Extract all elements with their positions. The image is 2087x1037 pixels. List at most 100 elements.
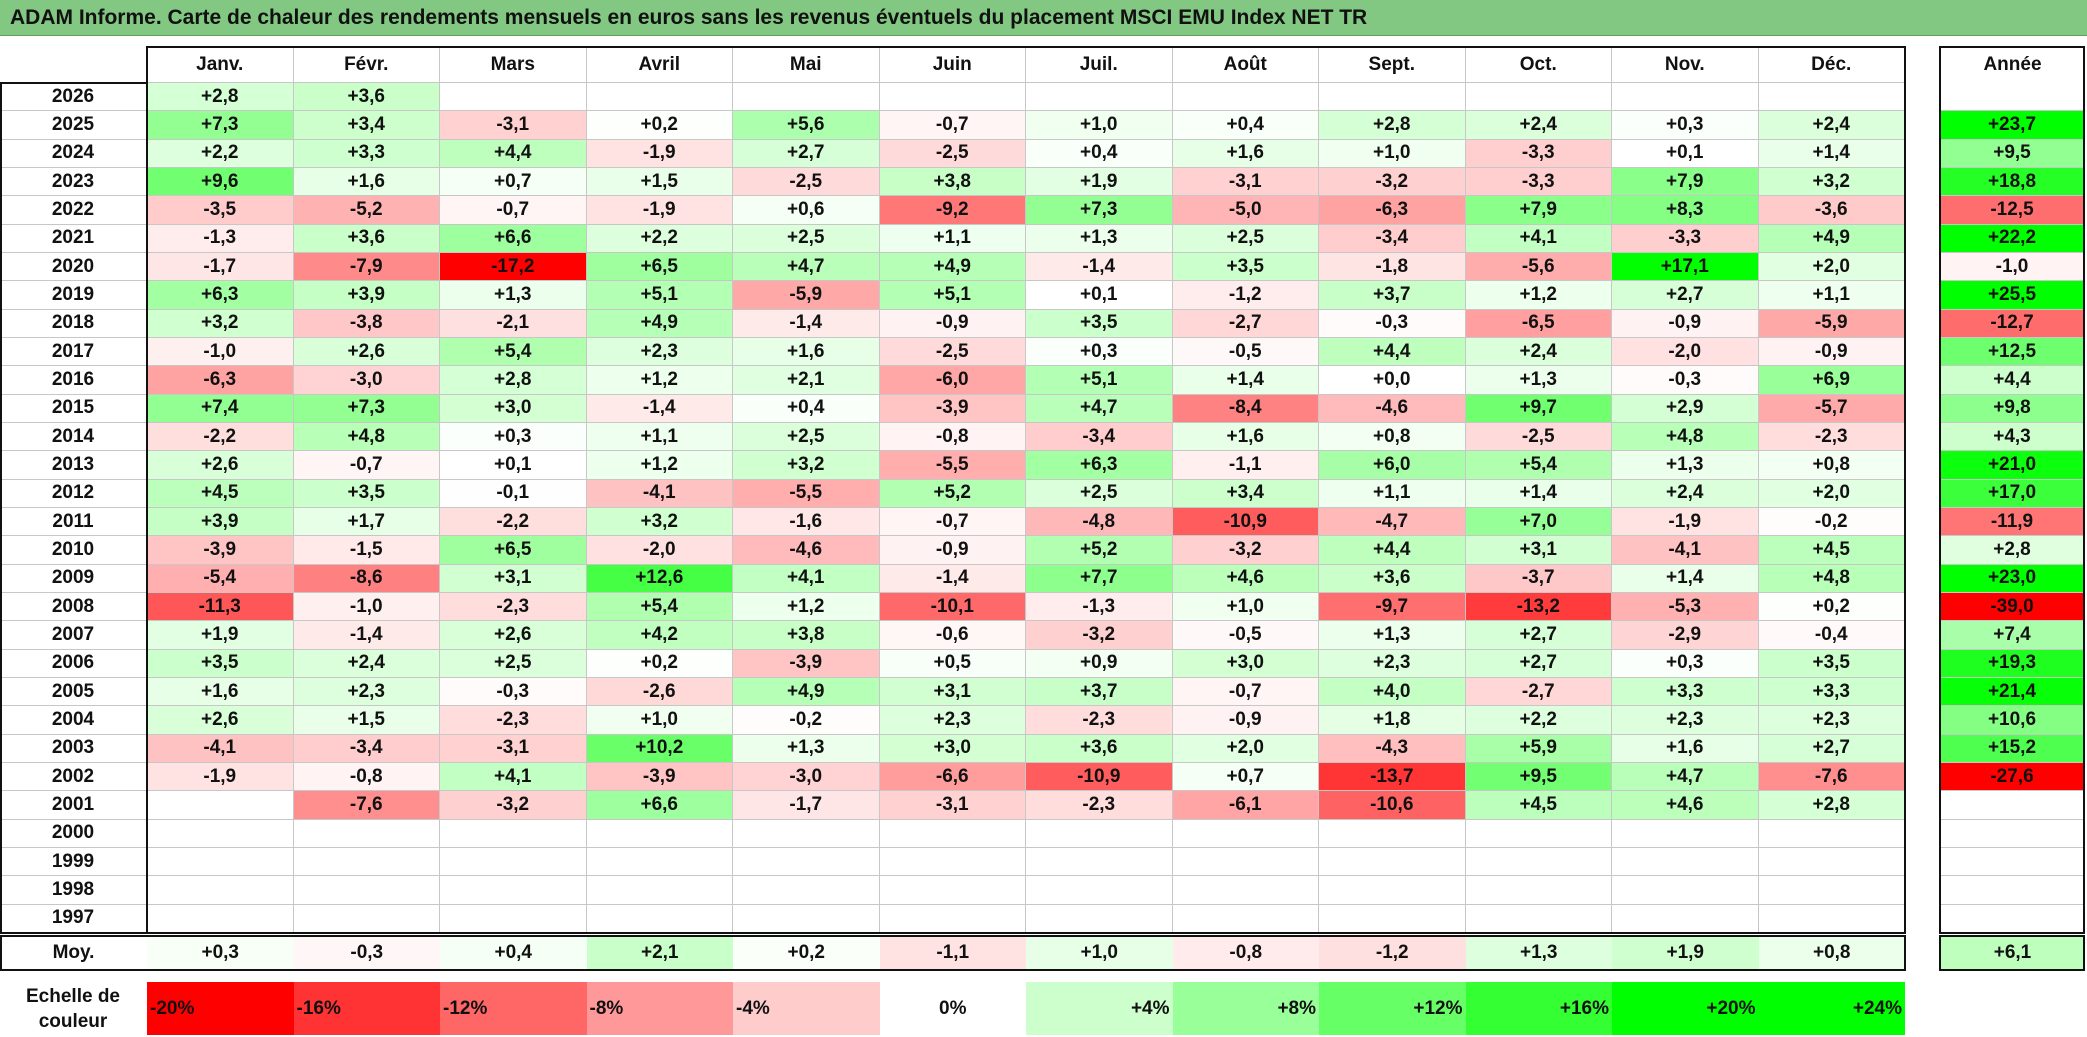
- year-label: 2000: [0, 819, 147, 848]
- heatmap-cell: -9,7: [1319, 592, 1466, 622]
- heatmap-cell: +1,3: [1612, 451, 1759, 480]
- average-cell: +0,2: [733, 937, 880, 969]
- annual-cell: -12,7: [1940, 309, 2085, 338]
- heatmap-cell: +4,0: [1319, 677, 1466, 707]
- average-cell: +1,9: [1612, 937, 1759, 969]
- heatmap-cell: [1172, 819, 1319, 848]
- heatmap-cell: +1,0: [1319, 139, 1466, 168]
- heatmap-cell: -6,3: [147, 366, 294, 395]
- heatmap-cell: [733, 876, 880, 905]
- heatmap-cell: -3,1: [440, 734, 587, 763]
- heatmap-cell: -10,1: [879, 592, 1026, 622]
- year-label: 2011: [0, 507, 147, 537]
- heatmap-cell: +1,6: [147, 677, 294, 707]
- heatmap-cell: +4,9: [733, 677, 880, 707]
- year-label: 1998: [0, 876, 147, 905]
- heatmap-cell: +1,3: [1319, 621, 1466, 650]
- heatmap-cell: +1,6: [1172, 422, 1319, 452]
- heatmap-cell: +2,0: [1758, 479, 1905, 508]
- heatmap-cell: +2,9: [1612, 394, 1759, 423]
- heatmap-cell: +2,3: [586, 337, 733, 367]
- heatmap-cell: +1,9: [1026, 167, 1173, 197]
- annual-cell: [1940, 819, 2085, 848]
- color-scale-swatch: +12%: [1319, 982, 1466, 1035]
- heatmap-cell: +3,8: [733, 621, 880, 650]
- heatmap-cell: +2,8: [440, 366, 587, 395]
- heatmap-cell: -0,3: [1612, 366, 1759, 395]
- heatmap-cell: +5,1: [586, 281, 733, 310]
- heatmap-cell: +0,1: [1026, 281, 1173, 310]
- heatmap-cell: -3,8: [293, 309, 440, 338]
- annual-cell: +18,8: [1940, 167, 2085, 197]
- heatmap-cell: +3,6: [1319, 564, 1466, 593]
- heatmap-cell: +7,4: [147, 394, 294, 423]
- heatmap-cell: -0,8: [293, 762, 440, 792]
- heatmap-cell: +4,7: [1612, 762, 1759, 792]
- heatmap-cell: +7,7: [1026, 564, 1173, 593]
- year-label: 2017: [0, 337, 147, 367]
- year-label: 2004: [0, 706, 147, 735]
- heatmap-cell: +1,4: [1172, 366, 1319, 395]
- heatmap-cell: -4,1: [147, 734, 294, 763]
- heatmap-cell: +2,6: [147, 706, 294, 735]
- heatmap-cell: +5,6: [733, 111, 880, 140]
- heatmap-cell: -4,8: [1026, 507, 1173, 537]
- heatmap-cell: -3,9: [879, 394, 1026, 423]
- heatmap-cell: +3,3: [1758, 677, 1905, 707]
- heatmap-cell: [733, 904, 880, 933]
- heatmap-cell: -0,7: [440, 196, 587, 225]
- heatmap-cell: +4,7: [733, 252, 880, 282]
- annual-cell: [1940, 791, 2085, 820]
- heatmap-cell: +1,1: [1758, 281, 1905, 310]
- heatmap-cell: +3,1: [1465, 536, 1612, 565]
- heatmap-cell: [293, 904, 440, 933]
- heatmap-cell: -0,7: [879, 507, 1026, 537]
- heatmap-cell: -1,9: [586, 196, 733, 225]
- annual-cell: +19,3: [1940, 649, 2085, 678]
- annual-cell: +23,0: [1940, 564, 2085, 593]
- heatmap-cell: -10,6: [1319, 791, 1466, 820]
- month-header: Juin: [879, 47, 1026, 83]
- heatmap-cell: +0,1: [1612, 139, 1759, 168]
- heatmap-cell: +1,3: [1026, 224, 1173, 253]
- heatmap-cell: -2,3: [1026, 706, 1173, 735]
- heatmap-cell: -17,2: [440, 252, 587, 282]
- heatmap-cell: -3,3: [1465, 139, 1612, 168]
- heatmap-cell: -1,4: [293, 621, 440, 650]
- month-header: Janv.: [147, 47, 294, 83]
- annual-cell: +17,0: [1940, 479, 2085, 508]
- heatmap-cell: [1612, 904, 1759, 933]
- annual-cell: +10,6: [1940, 706, 2085, 735]
- heatmap-cell: +10,2: [586, 734, 733, 763]
- heatmap-cell: [879, 904, 1026, 933]
- year-label: 2025: [0, 111, 147, 140]
- heatmap-cell: +6,6: [440, 224, 587, 253]
- heatmap-cell: +2,6: [147, 451, 294, 480]
- heatmap-cell: +3,6: [293, 83, 440, 112]
- heatmap-cell: +9,7: [1465, 394, 1612, 423]
- average-cell: +0,4: [440, 937, 587, 969]
- heatmap-cell: +4,5: [147, 479, 294, 508]
- heatmap-cell: +9,5: [1465, 762, 1612, 792]
- heatmap-cell: +1,4: [1612, 564, 1759, 593]
- average-cell: +0,8: [1758, 937, 1905, 969]
- heatmap-cell: +6,9: [1758, 366, 1905, 395]
- year-label: 2003: [0, 734, 147, 763]
- heatmap-cell: +3,4: [293, 111, 440, 140]
- heatmap-cell: +7,9: [1612, 167, 1759, 197]
- heatmap-cell: +0,7: [440, 167, 587, 197]
- heatmap-cell: +4,8: [293, 422, 440, 452]
- average-cell: +1,0: [1026, 937, 1173, 969]
- heatmap-cell: -3,4: [1026, 422, 1173, 452]
- heatmap-cell: +3,5: [293, 479, 440, 508]
- heatmap-cell: +4,4: [440, 139, 587, 168]
- average-cell: -1,2: [1319, 937, 1466, 969]
- heatmap-cell: +3,8: [879, 167, 1026, 197]
- heatmap-cell: +3,4: [1172, 479, 1319, 508]
- heatmap-cell: +2,2: [147, 139, 294, 168]
- heatmap-cell: [1026, 847, 1173, 877]
- heatmap-cell: -5,6: [1465, 252, 1612, 282]
- color-scale-swatch: +20%: [1612, 982, 1759, 1035]
- heatmap-cell: -1,0: [293, 592, 440, 622]
- heatmap-cell: [1612, 847, 1759, 877]
